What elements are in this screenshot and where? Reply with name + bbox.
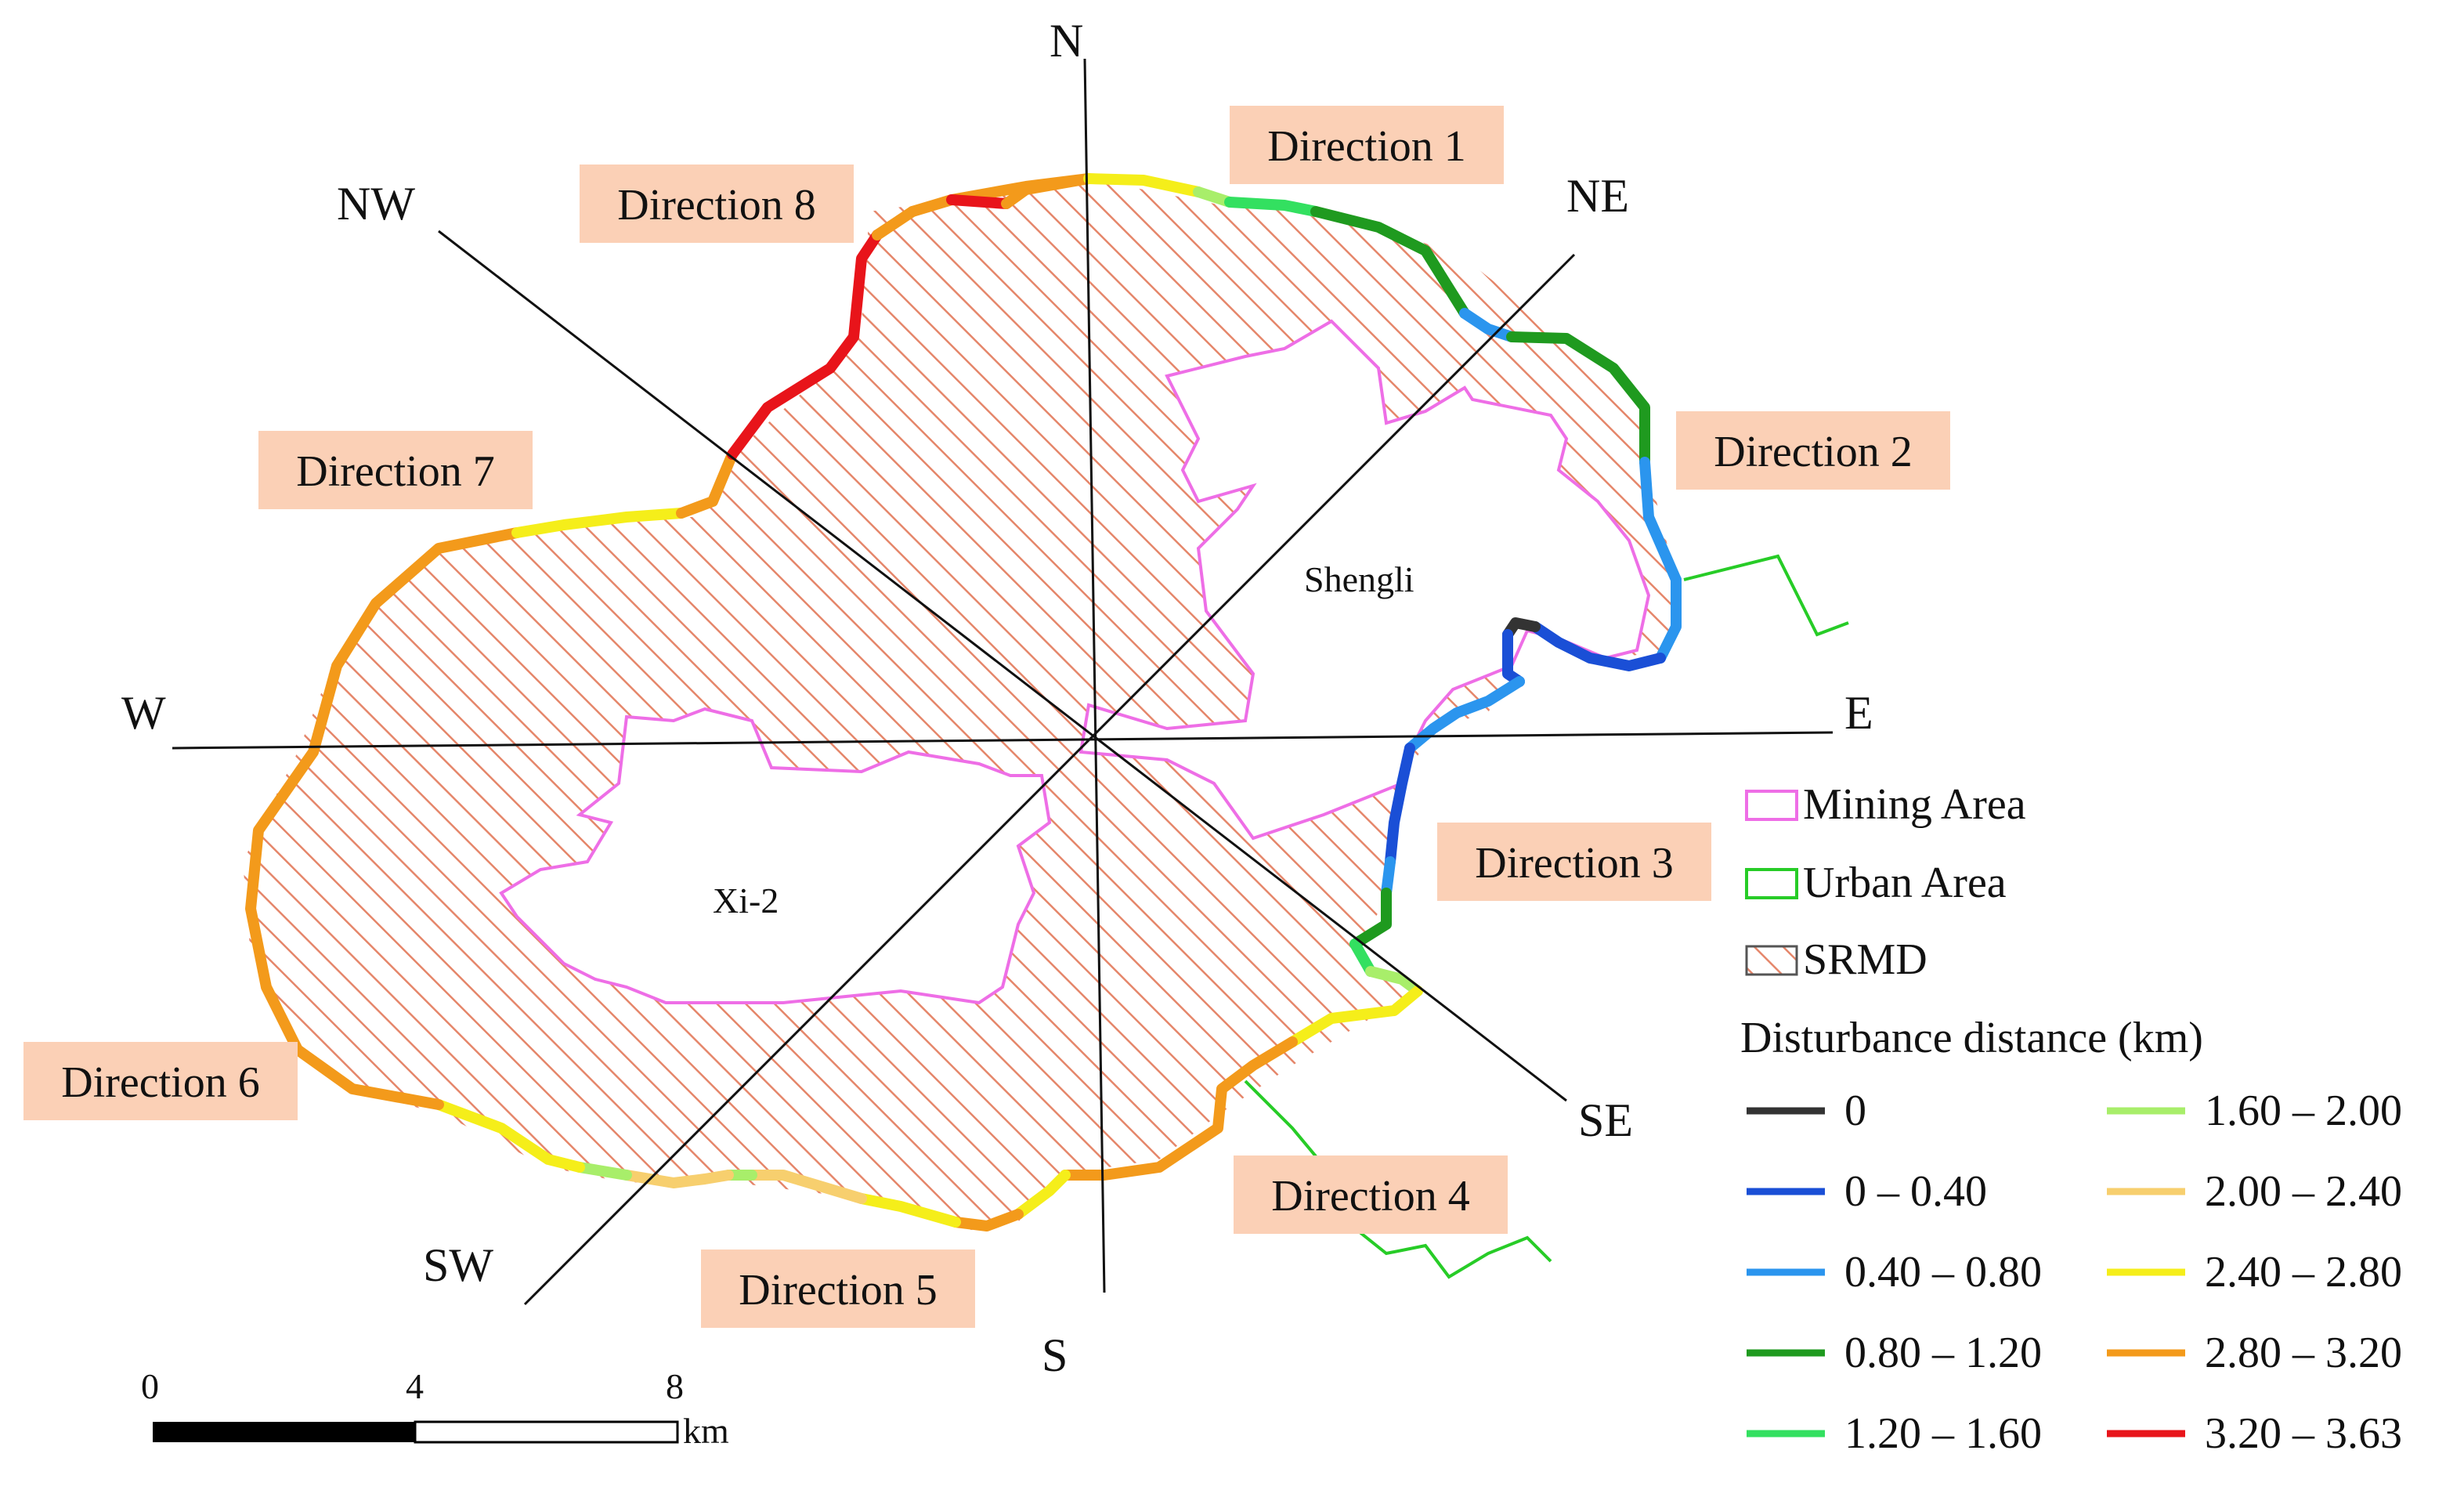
direction-box-2: Direction 2 xyxy=(1676,411,1950,490)
compass-sw: SW xyxy=(423,1239,493,1291)
legend-range-item: 1.60 – 2.00 xyxy=(2107,1087,2402,1135)
mining-area-xi2 xyxy=(499,707,1052,1005)
legend-label-mining: Mining Area xyxy=(1803,780,2026,829)
legend-range-label: 0 xyxy=(1844,1087,1866,1135)
legend-range-item: 0 – 0.40 xyxy=(1747,1167,1987,1216)
urban-area-southeast xyxy=(1244,1080,1552,1279)
urban-area-east xyxy=(1683,554,1849,637)
mining-area-shengli xyxy=(1078,319,1651,841)
svg-text:Direction 1: Direction 1 xyxy=(1267,122,1465,171)
compass-ne: NE xyxy=(1566,170,1629,222)
legend-label-urban: Urban Area xyxy=(1803,859,2007,907)
compass-nw: NW xyxy=(337,178,415,230)
scale-unit: km xyxy=(683,1411,729,1451)
legend-range-label: 0.40 – 0.80 xyxy=(1844,1248,2042,1297)
legend-range-item: 0 xyxy=(1747,1087,1866,1135)
legend-ranges: 0 0 – 0.40 0.40 – 0.80 0.80 – 1.20 1.20 – 1.… xyxy=(1747,1087,2402,1458)
disturbance-boundary xyxy=(245,173,1682,1231)
scale-tick-8: 8 xyxy=(666,1366,684,1406)
legend-swatch-urban xyxy=(1745,868,1798,899)
direction-box-1: Direction 1 xyxy=(1230,106,1504,184)
legend-swatch-mining xyxy=(1745,790,1798,821)
direction-box-7: Direction 7 xyxy=(258,431,533,509)
legend-range-item: 3.20 – 3.63 xyxy=(2107,1409,2402,1458)
compass-lines xyxy=(172,58,1834,1306)
legend-range-label: 1.20 – 1.60 xyxy=(1844,1409,2042,1458)
place-label-shengli: Shengli xyxy=(1304,559,1414,599)
legend-range-item: 0.40 – 0.80 xyxy=(1747,1248,2042,1297)
direction-box-8: Direction 8 xyxy=(580,165,854,243)
legend: Mining Area Urban Area SRMD Disturbance … xyxy=(1740,780,2402,1458)
legend-range-label: 2.00 – 2.40 xyxy=(2205,1167,2402,1216)
svg-text:Direction 5: Direction 5 xyxy=(739,1266,937,1315)
legend-label-srmd: SRMD xyxy=(1803,935,1927,984)
legend-range-item: 2.80 – 3.20 xyxy=(2107,1329,2402,1377)
place-label-xi2: Xi-2 xyxy=(713,881,779,920)
legend-range-label: 3.20 – 3.63 xyxy=(2205,1409,2402,1458)
compass-se: SE xyxy=(1578,1094,1633,1146)
direction-box-5: Direction 5 xyxy=(701,1250,975,1328)
scale-tick-4: 4 xyxy=(406,1366,424,1406)
legend-range-label: 0 – 0.40 xyxy=(1844,1167,1987,1216)
compass-n: N xyxy=(1050,15,1083,67)
legend-range-label: 0.80 – 1.20 xyxy=(1844,1329,2042,1377)
legend-range-label: 2.80 – 3.20 xyxy=(2205,1329,2402,1377)
direction-box-6: Direction 6 xyxy=(23,1042,298,1120)
legend-range-item: 2.00 – 2.40 xyxy=(2107,1167,2402,1216)
legend-range-label: 2.40 – 2.80 xyxy=(2205,1248,2402,1297)
legend-range-item: 1.20 – 1.60 xyxy=(1747,1409,2042,1458)
svg-text:Direction 3: Direction 3 xyxy=(1475,839,1673,888)
svg-text:Direction 8: Direction 8 xyxy=(617,181,815,230)
legend-swatch-srmd xyxy=(1745,945,1798,976)
svg-text:Direction 7: Direction 7 xyxy=(296,447,494,496)
srmd-region xyxy=(243,179,1676,1230)
legend-range-label: 1.60 – 2.00 xyxy=(2205,1087,2402,1135)
scale-bar: 0 4 8 km xyxy=(141,1366,729,1451)
compass-s: S xyxy=(1042,1329,1068,1381)
legend-distance-title: Disturbance distance (km) xyxy=(1740,1014,2203,1062)
direction-box-3: Direction 3 xyxy=(1437,823,1711,901)
direction-box-4: Direction 4 xyxy=(1234,1155,1508,1234)
svg-text:Direction 2: Direction 2 xyxy=(1714,428,1912,476)
compass-e: E xyxy=(1844,687,1873,739)
legend-range-item: 2.40 – 2.80 xyxy=(2107,1248,2402,1297)
scale-tick-0: 0 xyxy=(141,1366,159,1406)
svg-text:Direction 6: Direction 6 xyxy=(61,1058,259,1107)
compass-w: W xyxy=(121,687,166,739)
legend-range-item: 0.80 – 1.20 xyxy=(1747,1329,2042,1377)
svg-text:Direction 4: Direction 4 xyxy=(1271,1172,1469,1221)
